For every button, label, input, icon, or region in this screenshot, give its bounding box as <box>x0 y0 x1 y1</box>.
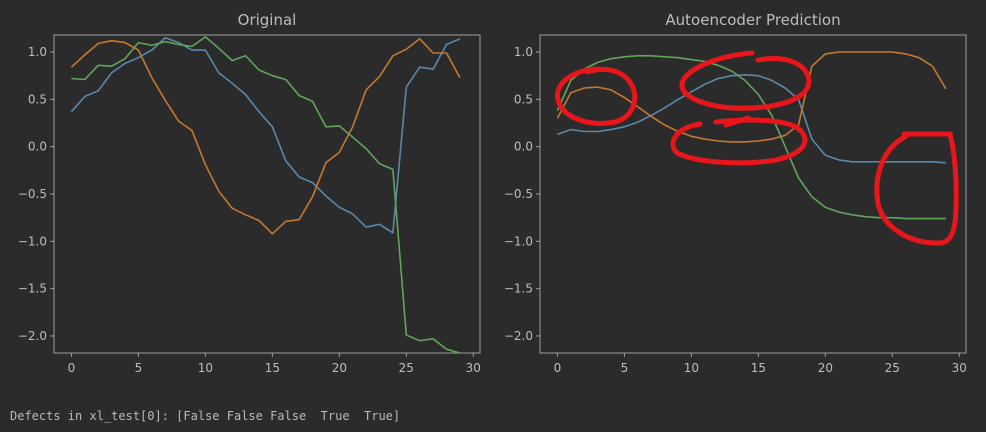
axes-frame <box>53 34 481 354</box>
y-tick-label: 0.0 <box>514 140 533 154</box>
subplot-title-original: Original <box>238 11 297 29</box>
x-tick-label: 5 <box>621 361 629 375</box>
x-tick-label: 0 <box>554 361 562 375</box>
y-tick-label: −0.5 <box>504 187 533 201</box>
annotation-circle-right-tail <box>874 131 959 246</box>
y-tick-label: −1.5 <box>504 282 533 296</box>
x-tick-label: 10 <box>684 361 699 375</box>
x-tick-label: 30 <box>952 361 967 375</box>
y-tick-label: −2.0 <box>18 329 47 343</box>
series-line-blue <box>70 36 461 234</box>
axes-frame <box>539 34 967 354</box>
y-tick-label: −1.0 <box>18 234 47 248</box>
x-tick-label: 20 <box>332 361 347 375</box>
x-tick-label: 0 <box>68 361 76 375</box>
subplot-original: Original 0 5 10 15 20 25 30 −2.0 −1.5 −1.0 −0.5 0.0… <box>18 11 481 375</box>
y-tick-label: −1.5 <box>18 282 47 296</box>
series-line-green <box>71 36 461 354</box>
y-tick-label: 0.5 <box>514 92 533 106</box>
annotation-circle-orange-peak <box>554 66 638 126</box>
x-tick-label: 15 <box>751 361 766 375</box>
x-tick-label: 5 <box>135 361 143 375</box>
y-tick-label: −2.0 <box>504 329 533 343</box>
annotation-circle-blue-hump <box>679 50 812 128</box>
subplot-autoencoder-prediction: Autoencoder Prediction 0 5 10 15 20 25 30 −2.0 −… <box>504 11 967 375</box>
subplot-title-autoencoder-prediction: Autoencoder Prediction <box>665 11 840 29</box>
console-output: Defects in xl_test[0]: [False False Fals… <box>10 409 401 423</box>
y-tick-label: 1.0 <box>28 45 47 59</box>
series-line-orange <box>556 51 947 143</box>
red-annotation-circles <box>554 50 959 246</box>
x-tick-label: 25 <box>885 361 900 375</box>
y-tick-label: 0.5 <box>28 92 47 106</box>
x-tick-label: 20 <box>818 361 833 375</box>
series-line-green <box>556 54 946 220</box>
y-tick-label: 0.0 <box>28 140 47 154</box>
y-tick-label: 1.0 <box>514 45 533 59</box>
y-tick-label: −0.5 <box>18 187 47 201</box>
x-tick-label: 15 <box>265 361 280 375</box>
x-tick-label: 10 <box>198 361 213 375</box>
y-tick-label: −1.0 <box>504 234 533 248</box>
series-line-orange <box>70 37 461 235</box>
annotation-circle-orange-trough <box>670 117 808 166</box>
figure: Original 0 5 10 15 20 25 30 −2.0 −1.5 −1.0 −0.5 0.0… <box>18 11 967 375</box>
x-tick-label: 30 <box>466 361 481 375</box>
x-tick-label: 25 <box>399 361 414 375</box>
